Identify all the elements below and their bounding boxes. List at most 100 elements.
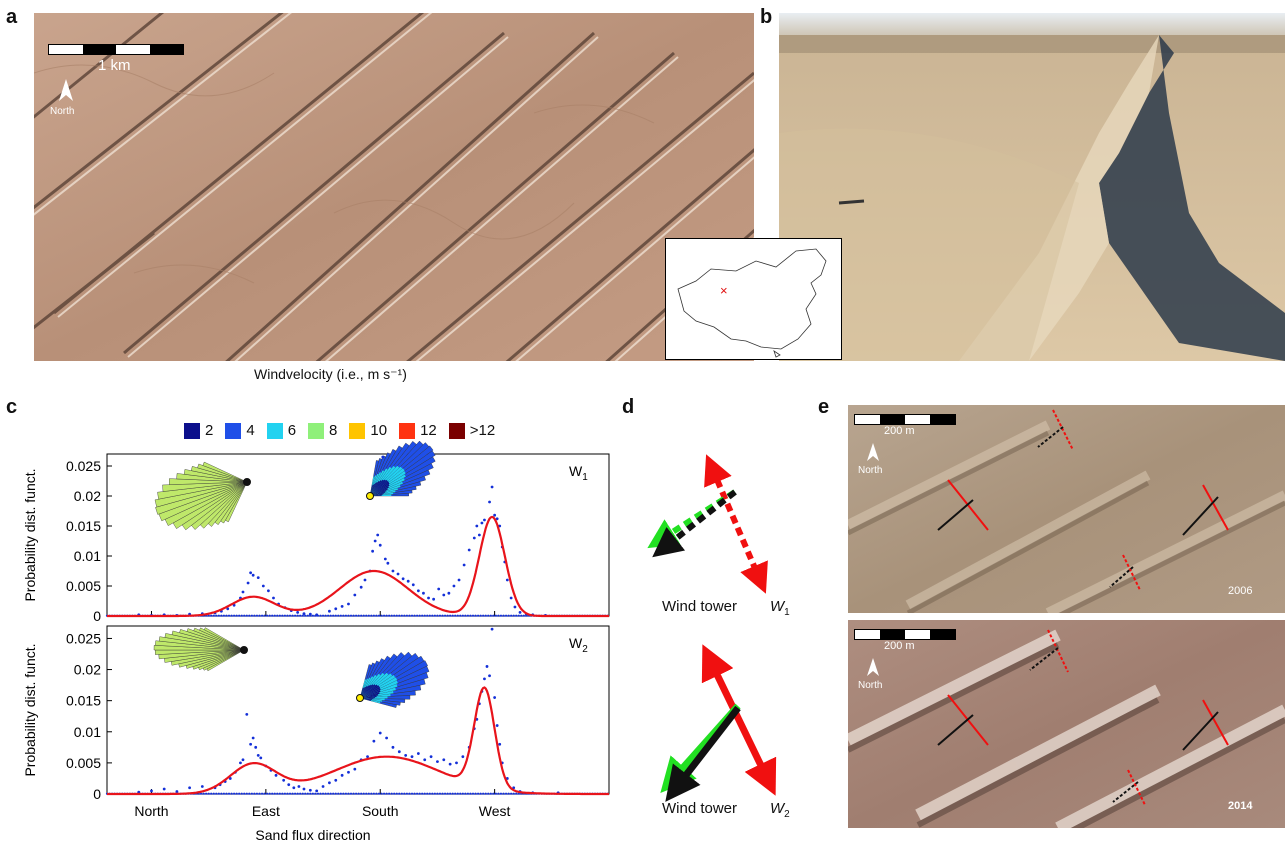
x-tick-label: East (252, 803, 280, 819)
data-point (410, 614, 414, 617)
data-point (301, 614, 304, 617)
data-point (437, 587, 441, 591)
panel-e-2014-north-label: North (858, 680, 883, 691)
data-point (235, 792, 238, 795)
data-point (433, 614, 436, 617)
data-point (299, 792, 302, 795)
data-point (354, 792, 358, 795)
data-point (296, 792, 299, 795)
data-point (467, 548, 471, 552)
data-point (241, 590, 245, 594)
data-point (207, 792, 210, 795)
data-point (436, 792, 439, 795)
data-point (388, 792, 391, 795)
data-point (429, 755, 433, 759)
data-point (292, 786, 296, 790)
data-point (388, 614, 391, 617)
fit-curve (107, 686, 609, 796)
data-point (367, 792, 370, 795)
data-point (413, 792, 416, 795)
data-point (162, 787, 166, 791)
data-point (359, 585, 363, 589)
data-point (302, 612, 306, 615)
y-tick-label: 0.015 (66, 518, 101, 534)
data-point (245, 792, 248, 795)
data-point (378, 731, 382, 735)
data-point (455, 761, 458, 765)
data-point (271, 614, 274, 617)
legend-swatch (308, 422, 325, 439)
data-point (352, 614, 355, 617)
data-point (498, 742, 502, 746)
data-point (391, 569, 395, 573)
data-point (337, 792, 340, 795)
data-point (479, 614, 482, 617)
panel-e-2014-year: 2014 (1228, 800, 1253, 812)
data-point (461, 755, 465, 759)
data-point (438, 792, 442, 795)
data-point (226, 607, 230, 611)
data-point (332, 792, 335, 795)
y-tick-label: 0.025 (66, 458, 101, 474)
data-point (382, 614, 386, 617)
x-tick-label: West (479, 803, 511, 819)
data-point (327, 792, 330, 795)
data-point (253, 792, 256, 795)
data-point (274, 773, 278, 777)
data-point (522, 614, 525, 617)
dune-aerial-photo (779, 13, 1285, 361)
data-point (385, 736, 388, 740)
data-point (415, 792, 419, 795)
data-point (210, 614, 213, 617)
data-point (261, 584, 265, 588)
data-point (443, 614, 447, 617)
data-point (207, 614, 210, 617)
data-point (446, 614, 449, 617)
data-point (452, 584, 456, 588)
data-point (483, 677, 486, 681)
data-point (499, 792, 503, 795)
legend-swatch (399, 422, 416, 439)
data-point (365, 614, 368, 617)
data-point (418, 792, 421, 795)
data-point (328, 609, 331, 613)
data-point (505, 578, 509, 582)
data-point (246, 581, 250, 585)
data-point (459, 792, 462, 795)
data-point (393, 614, 396, 617)
wind-rose-icon (154, 461, 251, 531)
data-point (385, 614, 388, 617)
data-point (263, 792, 266, 795)
fit-curve (107, 515, 609, 618)
data-point (469, 792, 472, 795)
w1-arrows (647, 454, 768, 594)
data-point (480, 521, 484, 525)
location-marker-icon: × (720, 283, 728, 298)
data-point (378, 543, 382, 547)
data-point (382, 792, 386, 795)
data-point (441, 792, 444, 795)
data-point (253, 614, 256, 617)
data-point (296, 614, 299, 617)
data-point (421, 614, 424, 617)
legend-label: >12 (469, 422, 496, 439)
data-point (464, 614, 467, 617)
data-point (487, 792, 490, 795)
panel-e-2014-svg (848, 620, 1285, 828)
data-point (344, 792, 348, 795)
data-point (283, 792, 287, 795)
data-point (456, 792, 459, 795)
north-arrow-icon (59, 79, 73, 101)
y-tick-label: 0.02 (74, 488, 101, 504)
data-point (471, 792, 475, 795)
legend-swatch (266, 422, 283, 439)
data-point (266, 614, 269, 617)
data-point (482, 792, 485, 795)
y-axis-label: Probability dist. funct. (22, 643, 38, 776)
data-point (377, 792, 381, 795)
data-point (487, 614, 490, 617)
data-point (396, 572, 400, 576)
data-point (293, 792, 297, 795)
data-point (334, 792, 337, 795)
data-point (347, 770, 350, 774)
